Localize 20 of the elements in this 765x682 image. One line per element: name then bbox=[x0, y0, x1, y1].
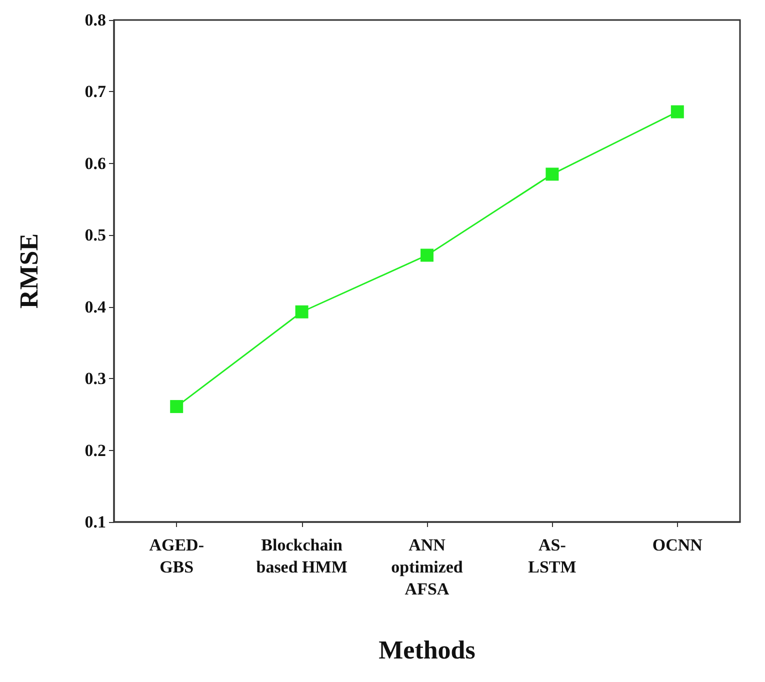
x-tick-label: AGED-GBS bbox=[149, 536, 204, 576]
point bbox=[170, 400, 184, 414]
y-tick-label: 0.6 bbox=[84, 154, 106, 173]
y-tick-label: 0.2 bbox=[84, 440, 106, 460]
x-axis-title: Methods bbox=[378, 636, 476, 664]
x-tick-label: Blockchain based HMM bbox=[256, 536, 348, 576]
y-tick-label: 0.1 bbox=[84, 512, 106, 532]
point bbox=[546, 168, 559, 181]
point bbox=[295, 305, 308, 318]
point bbox=[670, 105, 684, 118]
y-tick-label: 0.8 bbox=[84, 10, 106, 30]
point bbox=[420, 248, 434, 262]
y-axis-title: RMSE bbox=[14, 233, 44, 309]
x-tick-label: ANN optimized AFSA bbox=[391, 536, 464, 598]
y-tick-label: 0.4 bbox=[84, 297, 106, 316]
x-tick-label: AS-LSTM bbox=[528, 536, 576, 576]
y-tick-label: 0.7 bbox=[84, 82, 106, 102]
y-tick-label: 0.5 bbox=[84, 226, 106, 245]
x-tick-label: OCNN bbox=[652, 536, 704, 554]
y-tick-label: 0.3 bbox=[84, 369, 106, 388]
